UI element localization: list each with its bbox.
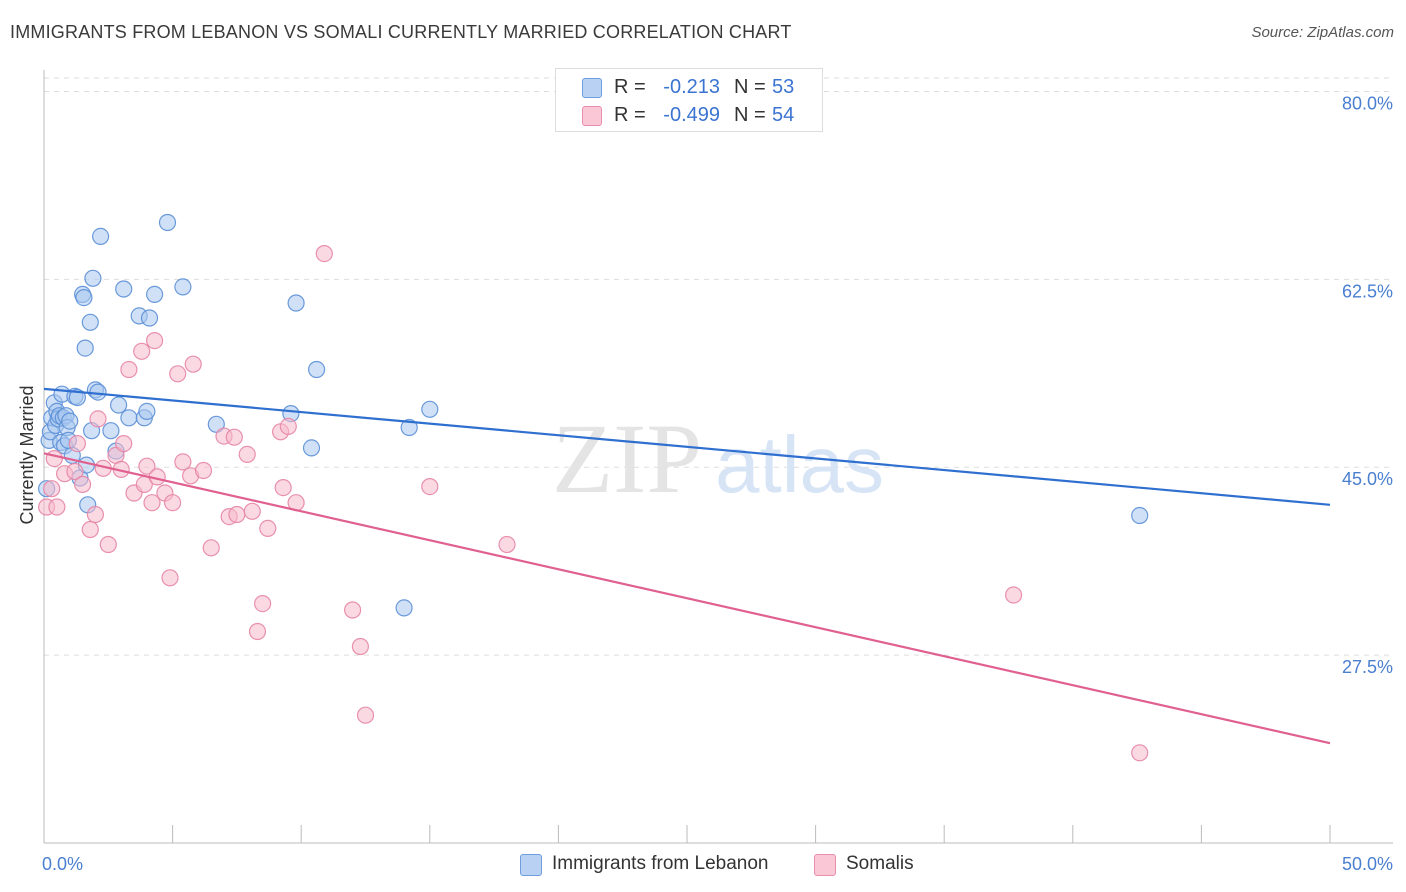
- watermark: ZIP atlas: [552, 403, 884, 514]
- lebanon-point: [308, 360, 326, 379]
- somalis-point: [48, 498, 66, 516]
- lebanon-point: [102, 422, 120, 440]
- legend-swatch-blue: [520, 854, 542, 876]
- somalis-point: [81, 520, 99, 539]
- legend-swatch-blue: [582, 78, 602, 98]
- legend-label: Somalis: [846, 853, 914, 874]
- somalis-point: [274, 479, 292, 497]
- legend-r-value: -0.499: [663, 104, 720, 126]
- somalis-point: [66, 462, 84, 481]
- lebanon-point: [146, 285, 164, 303]
- legend-r-label: R =: [614, 76, 646, 98]
- legend-swatch-pink: [814, 854, 836, 876]
- somalis-point: [202, 539, 220, 557]
- somalis-point: [1004, 586, 1023, 604]
- lebanon-point: [158, 213, 177, 232]
- trend-line-somalis: [43, 452, 1331, 745]
- lebanon-point: [400, 418, 418, 437]
- lebanon-point: [76, 339, 94, 357]
- lebanon-point: [91, 227, 110, 245]
- grid-layer: [44, 77, 1393, 656]
- somalis-point: [194, 461, 213, 480]
- chart-title: IMMIGRANTS FROM LEBANON VS SOMALI CURREN…: [10, 22, 792, 42]
- lebanon-point: [140, 309, 159, 327]
- somalis-point: [356, 706, 375, 724]
- somalis-point: [86, 505, 105, 524]
- lebanon-point: [138, 402, 156, 420]
- somalis-point: [115, 435, 133, 453]
- lebanon-point: [174, 278, 192, 296]
- source-credit: Source: ZipAtlas.com: [1251, 24, 1394, 41]
- somalis-point: [143, 494, 161, 512]
- somalis-point: [421, 478, 439, 496]
- lebanon-point: [75, 289, 93, 307]
- lebanon-point: [302, 439, 321, 457]
- somalis-point: [89, 410, 107, 428]
- somalis-point: [243, 502, 261, 520]
- lebanon-point: [120, 409, 138, 427]
- trend-line-lebanon: [43, 387, 1331, 506]
- somalis-point: [228, 505, 246, 524]
- correlation-legend: R = -0.213 N = 53 R = -0.499 N = 54: [555, 68, 823, 132]
- y-tick-label: 45.0%: [1342, 469, 1393, 489]
- lebanon-point: [395, 599, 413, 617]
- somalis-point: [238, 445, 256, 463]
- legend-n-value: 53: [772, 76, 795, 98]
- lebanon-point: [81, 313, 99, 331]
- somalis-point: [315, 245, 333, 263]
- x-tick-label-max: 50.0%: [1342, 854, 1393, 874]
- legend-label: Immigrants from Lebanon: [552, 853, 769, 874]
- somalis-point: [184, 355, 202, 373]
- somalis-point: [351, 637, 369, 656]
- y-tick-label: 62.5%: [1342, 281, 1393, 301]
- trend-lines: [43, 387, 1331, 745]
- y-tick-label: 27.5%: [1342, 657, 1393, 677]
- legend-r-label: R =: [614, 104, 646, 126]
- somalis-point: [138, 457, 156, 475]
- somalis-point: [133, 342, 151, 360]
- lebanon-point: [287, 294, 305, 312]
- somalis-point: [498, 535, 516, 554]
- y-tick-label: 80.0%: [1342, 93, 1393, 113]
- lebanon-point: [84, 269, 102, 287]
- lebanon-point: [68, 388, 87, 407]
- somalis-point: [174, 453, 192, 471]
- somalis-point: [1131, 744, 1149, 762]
- somalis-point: [146, 332, 164, 350]
- series-somalis-points: [37, 245, 1149, 762]
- lebanon-point: [421, 400, 439, 418]
- legend-r-value: -0.213: [663, 76, 720, 98]
- somalis-point: [43, 480, 61, 498]
- somalis-point: [99, 535, 117, 554]
- legend-swatch-pink: [582, 106, 602, 126]
- somalis-point: [279, 417, 297, 435]
- series-legend: Immigrants from Lebanon Somalis: [0, 852, 1406, 878]
- somalis-point: [45, 450, 63, 468]
- x-tick-label-min: 0.0%: [42, 854, 83, 874]
- lebanon-point: [115, 280, 133, 298]
- lebanon-point: [1131, 506, 1149, 525]
- somalis-point: [161, 569, 179, 587]
- somalis-point: [254, 594, 272, 613]
- legend-n-value: 54: [772, 104, 795, 126]
- watermark-zip: ZIP: [552, 403, 702, 514]
- somalis-point: [164, 494, 182, 512]
- somalis-point: [225, 428, 243, 446]
- somalis-point: [344, 601, 362, 619]
- somalis-point: [68, 435, 87, 453]
- somalis-point: [169, 365, 187, 383]
- lebanon-point: [89, 383, 107, 401]
- somalis-point: [259, 519, 277, 538]
- lebanon-point: [109, 396, 128, 414]
- legend-n-label: N =: [734, 104, 766, 126]
- somalis-point: [120, 360, 138, 379]
- y-axis-label: Currently Married: [17, 385, 37, 524]
- watermark-atlas: atlas: [715, 420, 884, 509]
- axes-layer: 27.5% 45.0% 62.5% 80.0%: [43, 70, 1393, 844]
- lebanon-point: [61, 412, 79, 430]
- somalis-point: [248, 622, 267, 641]
- somalis-point: [73, 475, 92, 493]
- legend-n-label: N =: [734, 76, 766, 98]
